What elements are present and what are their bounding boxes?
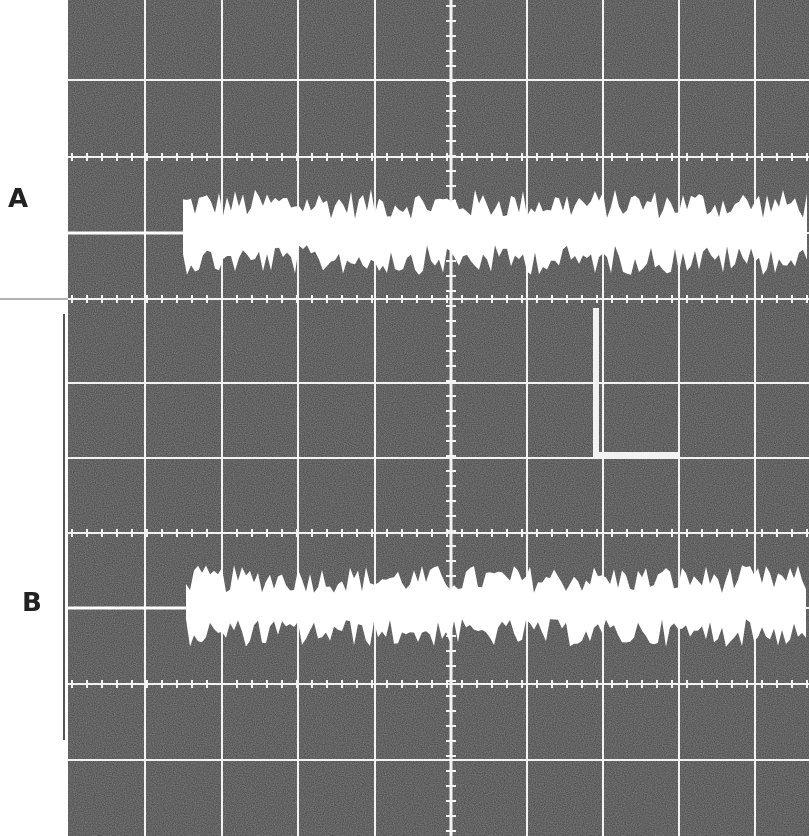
trace-a [68,189,807,275]
trace-b [68,565,806,647]
trace-a-label: A [8,184,29,214]
trace-b-label: B [22,588,42,618]
screen-grain [68,0,809,836]
step-marker [593,308,678,458]
